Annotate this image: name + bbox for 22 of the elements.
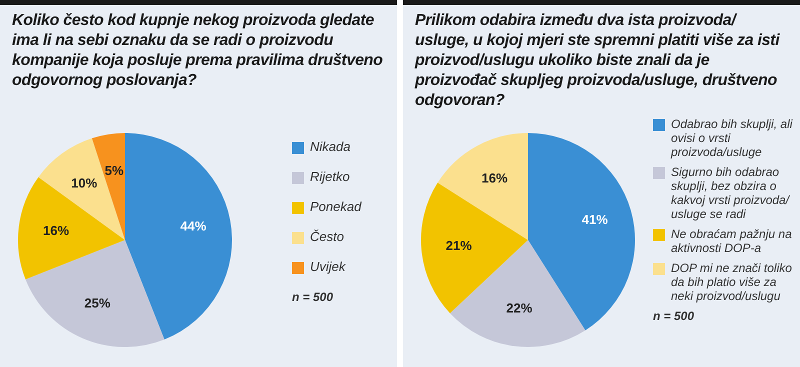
- legend-label: Često: [310, 229, 344, 244]
- data-label: 16%: [481, 170, 508, 186]
- legend-label: DOP mi ne znači toliko da bih platio više za neki proizvod/uslugu: [671, 261, 793, 303]
- legend-label: Ponekad: [310, 199, 362, 214]
- legend-label: Odabrao bih skuplji, ali ovisi o vrsti proizvoda/usluge: [671, 117, 794, 159]
- text: n = 500: [292, 290, 334, 304]
- legend-label: Uvijek: [310, 259, 346, 274]
- chart-title: Prilikom odabira između dva ista proizvoda/ usluge, u kojoj mjeri ste spremni platiti više za isti proizvod/uslugu ukoliko biste znali da je proizvođač skupljeg proizvoda/usluge, društveno odgovoran?: [415, 11, 781, 111]
- data-label: 44%: [180, 218, 207, 234]
- text: n = 500: [653, 309, 696, 323]
- data-label: 22%: [506, 300, 533, 316]
- legend-label: Rijetko: [310, 169, 350, 184]
- chart-title: Koliko često kod kupnje nekog proizvoda gledate ima li na sebi oznaku da se radi o proizvodu kompanije koja posluje prema pravilima društveno odgovornog poslovanja?: [12, 11, 384, 91]
- legend-label: Nikada: [310, 139, 350, 154]
- data-label: 41%: [582, 212, 608, 228]
- data-label: 25%: [84, 295, 111, 310]
- data-label: 5%: [104, 162, 124, 178]
- data-label: 21%: [446, 238, 472, 254]
- data-label: 16%: [42, 222, 70, 238]
- data-label: 10%: [71, 175, 98, 190]
- legend-label: Ne obraćam pažnju na aktivnosti DOP-a: [671, 227, 793, 255]
- legend-label: Sigurno bih odabrao skuplji, bez obzira o kakvoj vrsti proizvoda/ usluge se radi: [671, 165, 791, 221]
